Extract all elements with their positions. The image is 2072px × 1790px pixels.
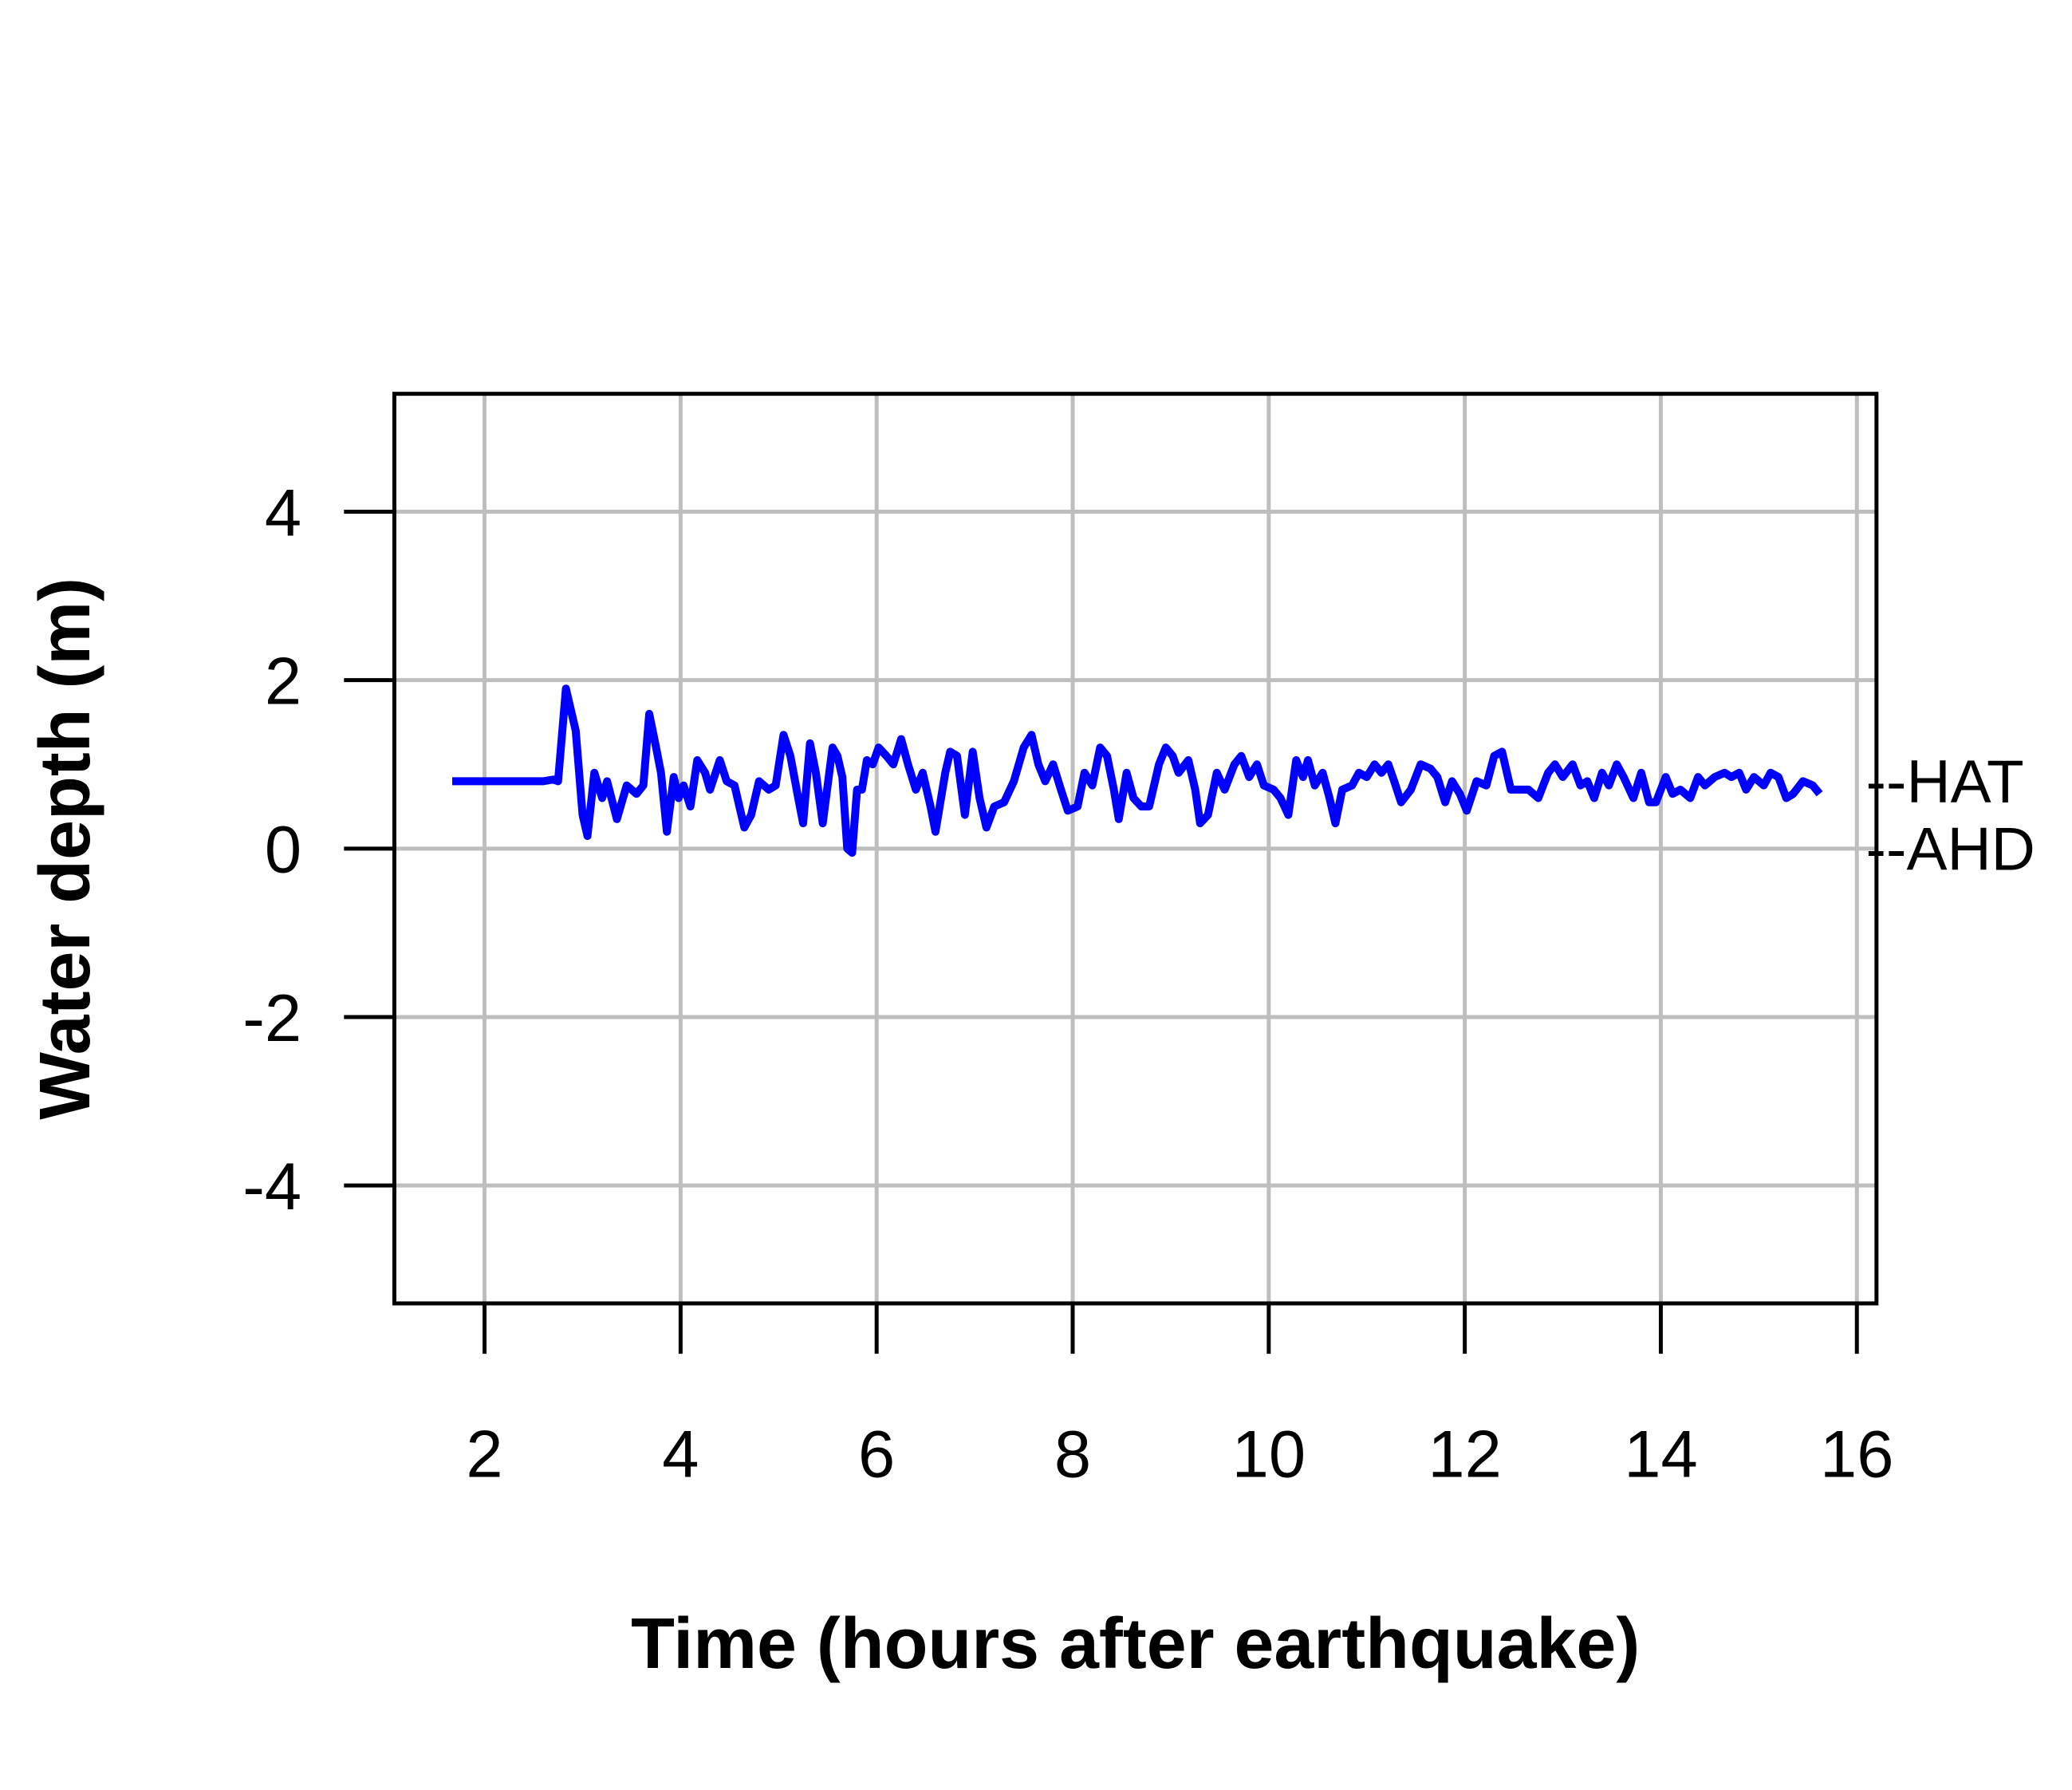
x-tick-label: 2 [466,1417,502,1492]
x-tick-label: 14 [1624,1417,1697,1492]
y-axis-title: Water depth (m) [26,578,105,1120]
plot-frame [392,392,1879,1306]
y-tick-label: 4 [265,475,301,550]
x-tick-label: 12 [1428,1417,1501,1492]
y-tick-label: 2 [265,645,301,719]
data-line [452,684,1823,858]
annotation: --HAT [1866,748,2024,816]
annotation: --AHD [1866,815,2035,883]
x-tick-label: 8 [1054,1417,1091,1492]
x-tick-label: 4 [662,1417,699,1492]
x-axis-title: Time (hours after earthquake) [631,1604,1640,1684]
y-tick-label: 0 [265,813,301,887]
x-tick-label: 10 [1232,1417,1306,1492]
y-tick-label: -2 [242,981,301,1055]
x-tick-label: 6 [858,1417,895,1492]
x-tick-label: 16 [1820,1417,1893,1492]
y-tick-label: -4 [242,1149,301,1224]
